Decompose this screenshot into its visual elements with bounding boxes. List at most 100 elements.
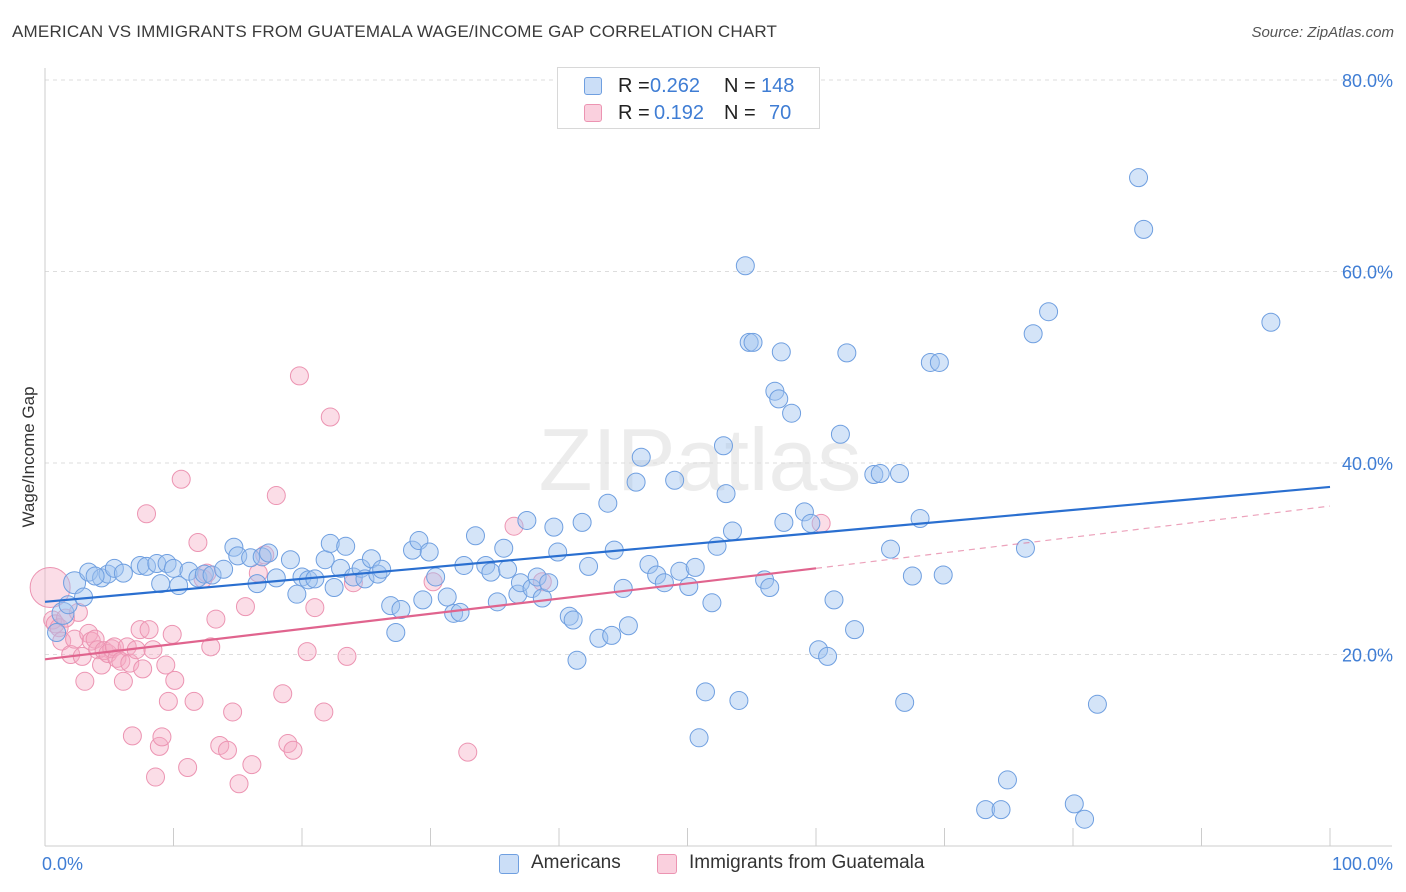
americans-point	[654, 573, 674, 593]
americans-point	[665, 470, 685, 490]
americans-point	[1023, 324, 1043, 344]
americans-point	[85, 566, 105, 586]
americans-point	[602, 625, 622, 645]
americans-point	[695, 682, 715, 702]
americans-point	[837, 343, 857, 363]
guatemala-point	[184, 691, 204, 711]
n-value: 70	[769, 102, 792, 124]
americans-point	[567, 650, 587, 670]
guatemala-point	[305, 598, 325, 618]
americans-point	[1064, 794, 1084, 814]
gridlines	[45, 79, 1392, 655]
americans-point	[214, 559, 234, 579]
chart-title: AMERICAN VS IMMIGRANTS FROM GUATEMALA WA…	[12, 22, 778, 41]
americans-point	[130, 555, 150, 575]
americans-label: Americans	[531, 852, 621, 873]
americans-point	[1039, 302, 1059, 322]
americans-point	[386, 622, 406, 642]
americans-point	[444, 603, 464, 623]
guatemala-point	[289, 366, 309, 386]
americans-point	[403, 540, 423, 560]
americans-point	[774, 512, 794, 532]
americans-point	[1015, 538, 1035, 558]
guatemala-point	[337, 646, 357, 666]
americans-point	[647, 565, 667, 585]
guatemala-point	[139, 620, 159, 640]
americans-point	[372, 559, 392, 579]
americans-point	[598, 493, 618, 513]
guatemala-point	[206, 609, 226, 629]
americans-point	[929, 352, 949, 372]
guatemala-point	[156, 655, 176, 675]
americans-point	[1075, 809, 1095, 829]
r-label: R =	[618, 102, 650, 124]
guatemala-point	[143, 640, 163, 660]
guatemala-point	[242, 755, 262, 775]
americans-point	[824, 590, 844, 610]
americans-point	[437, 587, 457, 607]
y-tick-label: 60.0%	[1342, 263, 1393, 283]
guatemala-point	[278, 734, 298, 754]
guatemala-point	[201, 637, 221, 657]
americans-point	[782, 403, 802, 423]
americans-point	[716, 484, 736, 504]
americans-point	[679, 577, 699, 597]
americans-swatch	[499, 854, 519, 874]
americans-point	[324, 577, 344, 597]
americans-point	[1087, 694, 1107, 714]
americans-point	[487, 592, 507, 612]
americans-point	[517, 510, 537, 530]
americans-point	[902, 566, 922, 586]
americans-point	[465, 526, 485, 546]
americans-point	[194, 564, 214, 584]
americans-point	[572, 512, 592, 532]
americans-point	[419, 542, 439, 562]
guatemala-point	[146, 767, 166, 787]
americans-point	[743, 332, 763, 352]
americans-point	[933, 565, 953, 585]
guatemala-point	[29, 566, 71, 608]
americans-point	[47, 622, 67, 642]
guatemala-swatch	[584, 104, 602, 122]
americans-point	[579, 556, 599, 576]
guatemala-point	[122, 726, 142, 746]
guatemala-point	[266, 486, 286, 506]
americans-point	[801, 513, 821, 533]
americans-point	[413, 590, 433, 610]
guatemala-point	[137, 504, 157, 524]
guatemala-point	[235, 597, 255, 617]
guatemala-point	[75, 671, 95, 691]
americans-point	[320, 533, 340, 553]
americans-point	[63, 571, 87, 595]
americans-point	[1261, 312, 1281, 332]
americans-point	[670, 561, 690, 581]
americans-point	[818, 646, 838, 666]
americans-point	[381, 596, 401, 616]
n-value: 148	[761, 75, 795, 97]
guatemala-point	[152, 727, 172, 747]
americans-point	[391, 599, 411, 619]
americans-point	[830, 424, 850, 444]
americans-point	[845, 620, 865, 640]
americans-point	[522, 578, 542, 598]
guatemala-point	[217, 740, 237, 760]
americans-point	[997, 770, 1017, 790]
americans-trend-line	[44, 485, 1331, 603]
americans-point	[618, 616, 638, 636]
americans-point	[563, 610, 583, 630]
americans-point	[426, 567, 446, 587]
guatemala-label: Immigrants from Guatemala	[689, 852, 925, 873]
guatemala-point	[171, 469, 191, 489]
americans-point	[559, 606, 579, 626]
americans-point	[498, 559, 518, 579]
americans-point	[707, 536, 727, 556]
guatemala-point	[297, 642, 317, 662]
watermark: ZIPatlas	[539, 410, 862, 509]
americans-point	[589, 628, 609, 648]
source-label: Source: ZipAtlas.com	[1251, 24, 1394, 41]
americans-point	[991, 800, 1011, 820]
x-tick-label: 100.0%	[1332, 854, 1393, 874]
guatemala-point	[165, 670, 185, 690]
americans-point	[280, 550, 300, 570]
